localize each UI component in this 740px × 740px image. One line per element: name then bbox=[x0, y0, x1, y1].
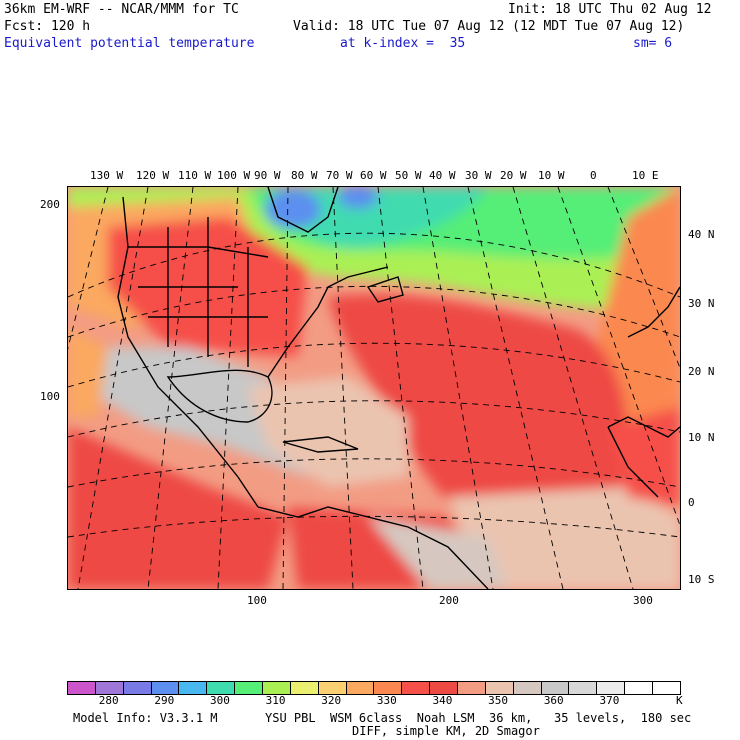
grid-label-y-100: 100 bbox=[40, 390, 60, 403]
theta-e-map bbox=[67, 186, 681, 590]
grid-label-x-100: 100 bbox=[247, 594, 267, 607]
latitude-label: 40 N bbox=[688, 228, 715, 241]
longitude-label: 20 W bbox=[500, 169, 527, 182]
colorbar-label: 280 bbox=[98, 694, 119, 707]
colorbar-swatch bbox=[402, 682, 431, 694]
colorbar-label: 330 bbox=[376, 694, 397, 707]
longitude-label: 130 W bbox=[90, 169, 124, 182]
colorbar-swatch bbox=[123, 682, 152, 694]
diffusion-info: DIFF, simple KM, 2D Smagor bbox=[352, 724, 540, 738]
grid-label-x-200: 200 bbox=[439, 594, 459, 607]
forecast-hour: Fcst: 120 h bbox=[4, 19, 91, 34]
colorbar-swatch bbox=[541, 682, 570, 694]
colorbar-label: 350 bbox=[488, 694, 509, 707]
colorbar-label: 310 bbox=[265, 694, 286, 707]
longitude-label: 60 W bbox=[360, 169, 387, 182]
colorbar-swatch bbox=[374, 682, 403, 694]
physics-info: YSU PBL WSM 6class Noah LSM 36 km, 35 le… bbox=[265, 711, 692, 725]
colorbar-label: 360 bbox=[543, 694, 564, 707]
longitude-label: 120 W bbox=[136, 169, 170, 182]
colorbar-swatch bbox=[346, 682, 375, 694]
valid-time: Valid: 18 UTC Tue 07 Aug 12 (12 MDT Tue … bbox=[293, 19, 685, 34]
colorbar-swatch bbox=[485, 682, 514, 694]
colorbar-label: 290 bbox=[154, 694, 175, 707]
colorbar-label: 300 bbox=[210, 694, 230, 707]
longitude-label: 90 W bbox=[254, 169, 281, 182]
atlantic-red bbox=[328, 294, 628, 547]
colorbar-swatch bbox=[95, 682, 124, 694]
model-info: Model Info: V3.3.1 M bbox=[73, 711, 218, 725]
init-time: Init: 18 UTC Thu 02 Aug 12 bbox=[508, 2, 712, 17]
grid-label-x-300: 300 bbox=[633, 594, 653, 607]
colorbar-label: 370 bbox=[599, 694, 620, 707]
longitude-label: 110 W bbox=[178, 169, 212, 182]
colorbar-swatch bbox=[430, 682, 459, 694]
europe-warm bbox=[598, 187, 680, 427]
longitude-label: 30 W bbox=[465, 169, 492, 182]
south-atlantic-tan bbox=[448, 487, 680, 589]
equatorial-gray bbox=[368, 517, 508, 589]
colorbar-swatch bbox=[318, 682, 347, 694]
level-label: at k-index = 35 bbox=[340, 36, 466, 51]
colorbar bbox=[67, 681, 681, 695]
longitude-label: 100 W bbox=[217, 169, 251, 182]
colorbar-label: 320 bbox=[321, 694, 342, 707]
colorbar-swatch bbox=[235, 682, 264, 694]
longitude-label: 0 bbox=[590, 169, 597, 182]
colorbar-swatch bbox=[179, 682, 208, 694]
colorbar-swatch bbox=[458, 682, 486, 694]
longitude-label: 80 W bbox=[291, 169, 318, 182]
colorbar-unit: K bbox=[676, 694, 683, 707]
colorbar-swatch bbox=[68, 682, 96, 694]
colorbar-swatch bbox=[597, 682, 626, 694]
colorbar-label: 340 bbox=[432, 694, 453, 707]
latitude-label: 10 S bbox=[688, 573, 715, 586]
longitude-label: 70 W bbox=[326, 169, 353, 182]
colorbar-swatch bbox=[625, 682, 654, 694]
latitude-label: 0 bbox=[688, 496, 695, 509]
colorbar-swatch bbox=[513, 682, 542, 694]
colorbar-swatch bbox=[569, 682, 598, 694]
latitude-label: 20 N bbox=[688, 365, 715, 378]
africa-red bbox=[608, 407, 680, 507]
longitude-label: 40 W bbox=[429, 169, 456, 182]
caribbean-tan bbox=[248, 377, 408, 487]
colorbar-swatch bbox=[151, 682, 180, 694]
model-title: 36km EM-WRF -- NCAR/MMM for TC bbox=[4, 2, 239, 17]
west-pacific-orange bbox=[68, 327, 108, 417]
grid-label-y-200: 200 bbox=[40, 198, 60, 211]
latitude-label: 30 N bbox=[688, 297, 715, 310]
colorbar-swatch bbox=[290, 682, 319, 694]
labrador-cold bbox=[338, 187, 378, 209]
colorbar-swatch bbox=[653, 682, 680, 694]
longitude-label: 10 W bbox=[538, 169, 565, 182]
graticule bbox=[68, 187, 680, 589]
east-pacific-red bbox=[68, 427, 288, 589]
colorbar-swatch bbox=[207, 682, 236, 694]
longitude-label: 50 W bbox=[395, 169, 422, 182]
latitude-label: 10 N bbox=[688, 431, 715, 444]
longitude-label: 10 E bbox=[632, 169, 659, 182]
field-name: Equivalent potential temperature bbox=[4, 36, 255, 51]
north-cyan-band bbox=[268, 187, 488, 248]
hudson-bay-cold bbox=[265, 189, 321, 229]
colorbar-swatch bbox=[263, 682, 291, 694]
smoothing-label: sm= 6 bbox=[633, 36, 673, 51]
coastlines bbox=[117, 187, 680, 589]
